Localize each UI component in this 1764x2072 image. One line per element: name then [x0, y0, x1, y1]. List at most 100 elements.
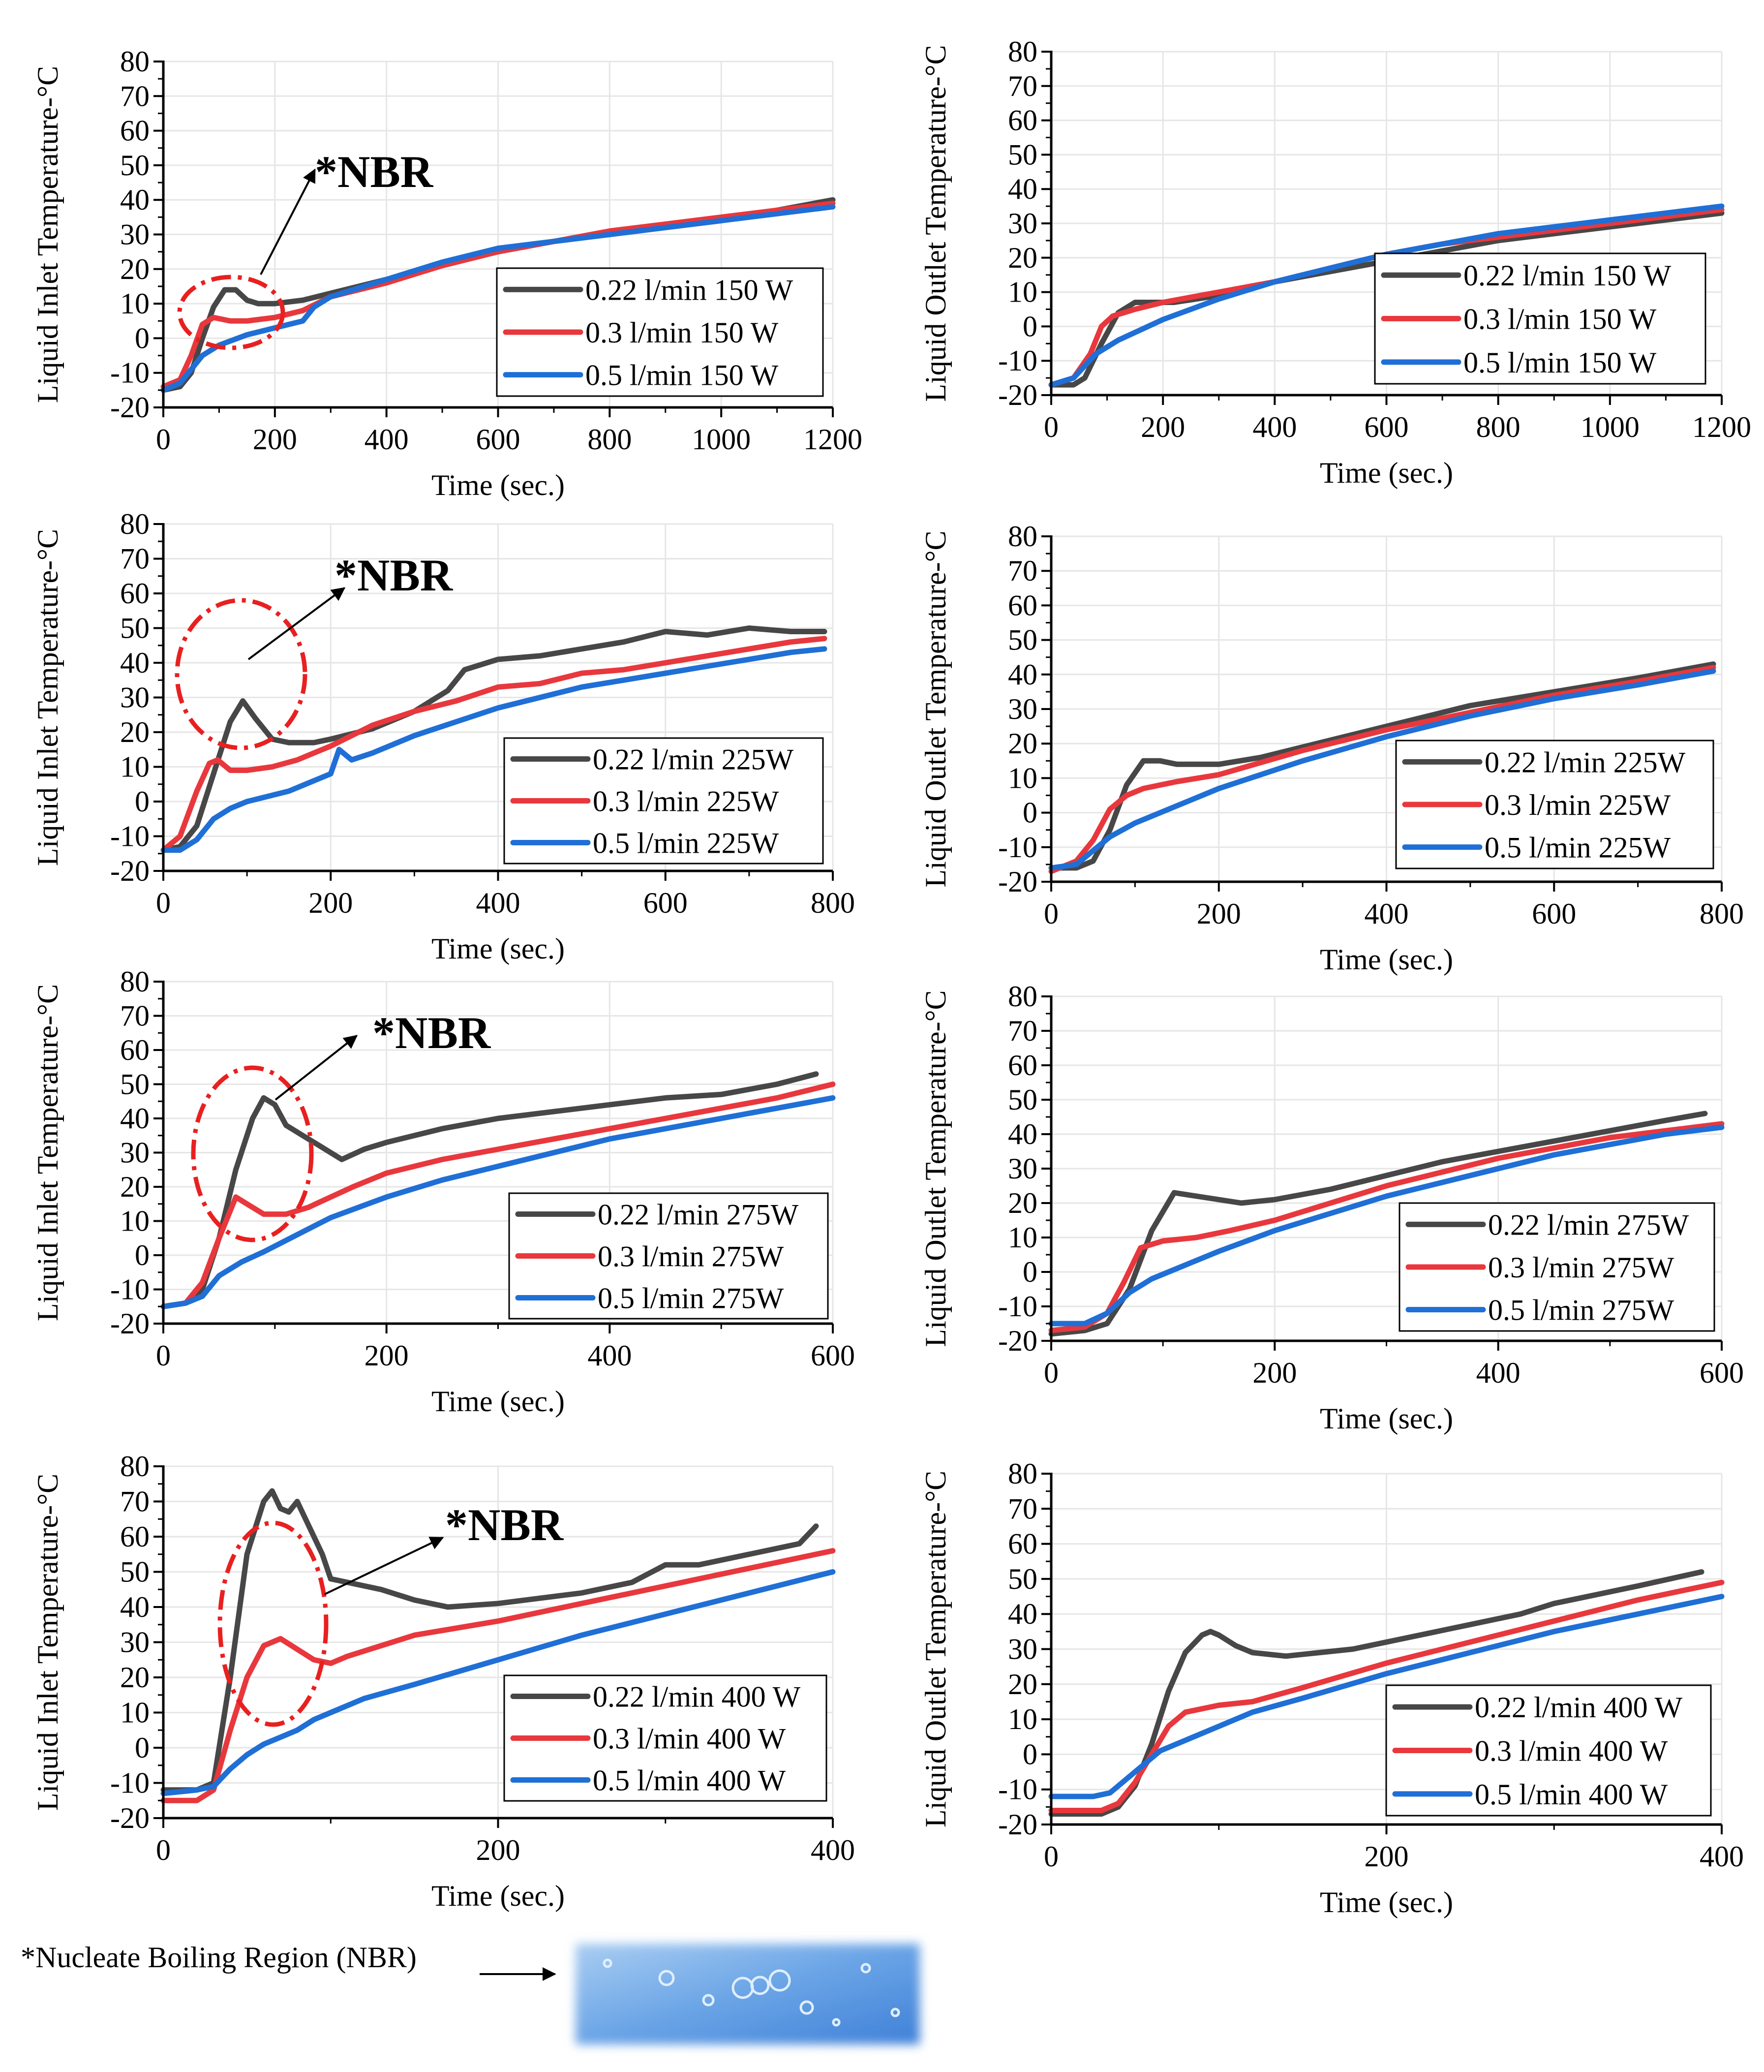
y-tick-label: 0	[1023, 310, 1037, 342]
y-tick-label: 40	[120, 184, 150, 216]
series-line-3	[160, 646, 827, 853]
y-tick-label: 70	[120, 80, 150, 112]
y-tick-label: 20	[1008, 1187, 1037, 1219]
y-tick-label: 60	[120, 1520, 150, 1553]
x-tick-label: 600	[1532, 897, 1576, 930]
legend-label: 0.5 l/min 400 W	[1475, 1778, 1668, 1811]
x-axis-title: Time (sec.)	[431, 1880, 565, 1912]
x-tick-label: 400	[1476, 1357, 1521, 1389]
x-tick-label: 400	[1365, 897, 1409, 930]
y-tick-label: 40	[1008, 173, 1037, 205]
y-tick-label: 60	[1008, 589, 1037, 621]
x-tick-label: 0	[156, 423, 171, 456]
y-tick-label: 10	[120, 751, 150, 783]
legend-label: 0.22 l/min 225W	[1485, 746, 1686, 778]
legend: 0.22 l/min 225W 0.3 l/min 225W 0.5 l/min 2…	[503, 737, 824, 865]
x-tick-label: 0	[1044, 1357, 1059, 1389]
y-tick-label: 20	[120, 1171, 150, 1203]
x-tick-label: 200	[365, 1339, 409, 1372]
series-line-1	[160, 1071, 819, 1309]
y-tick-label: 50	[120, 149, 150, 182]
y-tick-label: 10	[1008, 1703, 1037, 1735]
x-tick-label: 0	[1044, 411, 1059, 443]
legend-label: 0.5 l/min 150 W	[585, 359, 779, 392]
x-tick-label: 800	[811, 887, 855, 919]
y-tick-label: 30	[120, 1137, 150, 1169]
y-tick-label: 50	[1008, 1563, 1037, 1595]
legend-label: 0.3 l/min 150 W	[1463, 303, 1657, 336]
y-tick-label: 30	[1008, 1633, 1037, 1666]
x-tick-label: 200	[1197, 897, 1241, 930]
y-tick-label: 80	[1008, 1457, 1037, 1490]
legend-label: 0.5 l/min 225W	[593, 827, 779, 860]
y-tick-label: 60	[1008, 104, 1037, 137]
y-tick-label: 0	[135, 785, 150, 818]
footnote: *Nucleate Boiling Region (NBR)	[21, 1941, 920, 2044]
x-tick-label: 0	[156, 887, 171, 919]
series-line-2	[1048, 665, 1716, 874]
y-axis-title: Liquid Inlet Temperature-°C	[31, 1474, 64, 1811]
y-tick-label: 0	[1023, 1256, 1037, 1288]
legend-label: 0.22 l/min 150 W	[585, 274, 793, 306]
y-tick-label: 40	[120, 647, 150, 679]
x-tick-label: 600	[1365, 411, 1409, 443]
legend-label: 0.3 l/min 225W	[1485, 789, 1671, 821]
series-line-2	[1048, 1579, 1725, 1813]
y-tick-label: 50	[1008, 138, 1037, 171]
y-tick-label: 50	[1008, 1083, 1037, 1116]
legend-label: 0.3 l/min 275W	[1488, 1251, 1674, 1284]
x-tick-label: 600	[1700, 1357, 1744, 1389]
y-axis-title: Liquid Inlet Temperature-°C	[31, 66, 64, 403]
x-tick-label: 400	[587, 1339, 632, 1372]
series-line-3	[1048, 1594, 1725, 1799]
gridlines	[163, 523, 834, 871]
x-tick-label: 200	[1365, 1840, 1409, 1873]
x-tick-label: 1000	[692, 423, 751, 456]
y-tick-label: 10	[120, 1697, 150, 1729]
legend-label: 0.3 l/min 400 W	[1475, 1735, 1668, 1767]
legend-label: 0.3 l/min 400 W	[593, 1723, 786, 1755]
x-tick-label: 1200	[1692, 411, 1751, 443]
x-axis-title: Time (sec.)	[1320, 1886, 1453, 1918]
y-tick-label: -20	[998, 866, 1037, 898]
y-tick-label: 80	[1008, 980, 1037, 1013]
series-line-1	[160, 1488, 819, 1793]
legend-label: 0.3 l/min 275W	[598, 1240, 784, 1273]
nbr-label: *NBR	[335, 550, 454, 600]
y-tick-label: 40	[1008, 1118, 1037, 1150]
nbr-annotation: *NBR	[177, 147, 434, 350]
footnote-label: *Nucleate Boiling Region (NBR)	[21, 1941, 417, 1974]
x-tick-label: 400	[811, 1834, 855, 1866]
y-tick-label: 10	[120, 287, 150, 320]
x-tick-label: 400	[365, 423, 409, 456]
y-tick-label: 50	[120, 1556, 150, 1588]
x-tick-label: 200	[253, 423, 297, 456]
nbr-label: *NBR	[372, 1008, 491, 1058]
y-tick-label: 70	[1008, 70, 1037, 102]
bubbles-photo-icon	[576, 1944, 920, 2044]
legend-label: 0.5 l/min 275W	[1488, 1294, 1674, 1327]
y-axis-title: Liquid Outlet Temperature-°C	[919, 1471, 952, 1827]
y-tick-label: 80	[120, 508, 150, 540]
x-tick-label: 800	[1476, 411, 1521, 443]
x-axis-title: Time (sec.)	[1320, 1402, 1453, 1435]
series-line-1	[1048, 1569, 1704, 1817]
y-tick-label: 0	[135, 322, 150, 354]
y-tick-label: 60	[120, 115, 150, 147]
series-line-3	[1048, 203, 1725, 388]
y-tick-label: 30	[120, 681, 150, 714]
legend-label: 0.22 l/min 400 W	[593, 1681, 801, 1713]
y-tick-label: 40	[120, 1102, 150, 1135]
series-line-3	[1048, 668, 1716, 871]
y-tick-label: 20	[120, 1661, 150, 1694]
legend-label: 0.22 l/min 400 W	[1475, 1691, 1683, 1724]
y-tick-label: 0	[1023, 797, 1037, 829]
y-tick-label: -10	[110, 1767, 150, 1799]
x-tick-label: 600	[476, 423, 520, 456]
